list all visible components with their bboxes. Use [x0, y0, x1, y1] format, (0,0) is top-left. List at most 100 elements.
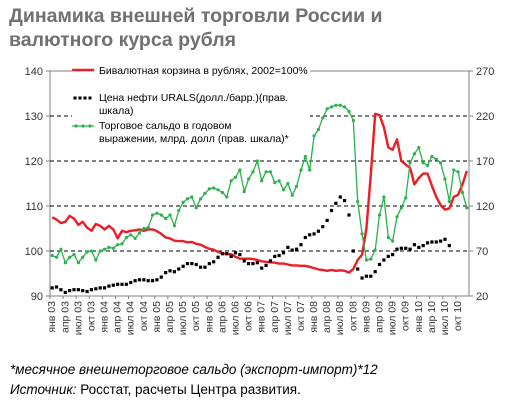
data-point	[456, 170, 460, 174]
series-line	[51, 112, 468, 274]
data-point	[308, 233, 312, 237]
x-tick-label: апр 09	[374, 301, 386, 333]
data-point	[308, 168, 312, 172]
data-point	[116, 282, 120, 286]
data-point	[242, 190, 246, 194]
data-point	[260, 266, 264, 270]
data-point	[294, 247, 299, 251]
data-point	[325, 218, 329, 222]
data-point	[364, 258, 369, 262]
data-point	[312, 232, 316, 236]
data-point	[81, 255, 85, 259]
data-point	[447, 244, 451, 248]
data-point	[273, 254, 277, 258]
series-3	[50, 103, 469, 265]
data-point	[360, 232, 364, 236]
data-point	[185, 197, 190, 201]
data-point	[94, 258, 98, 262]
data-point	[155, 211, 159, 215]
data-point	[246, 177, 251, 181]
data-point	[268, 170, 273, 174]
data-point	[277, 253, 281, 258]
data-point	[220, 252, 225, 256]
data-point	[59, 247, 63, 251]
data-point	[391, 239, 395, 243]
data-point	[54, 285, 59, 289]
legend-swatch-dot	[83, 96, 87, 100]
x-tick-label: апр 06	[216, 301, 228, 333]
legend-label: Цена нефти URALS(долл./барр.)(прав.	[99, 92, 288, 104]
data-point	[172, 224, 176, 228]
data-point	[85, 289, 89, 294]
data-point	[329, 208, 334, 213]
data-point	[194, 262, 198, 267]
data-point	[85, 250, 89, 254]
y-left-tick-label: 100	[25, 246, 43, 258]
data-point	[404, 246, 408, 250]
data-point	[194, 206, 198, 210]
series-2	[50, 195, 451, 294]
data-point	[220, 190, 225, 195]
data-point	[246, 262, 251, 266]
data-point	[417, 145, 421, 150]
x-tick-label: окт 04	[138, 301, 150, 331]
data-point	[133, 279, 137, 283]
data-point	[81, 289, 85, 293]
y-left-tick-label: 110	[25, 201, 43, 213]
data-point	[273, 181, 277, 185]
data-point	[264, 170, 268, 174]
data-point	[190, 262, 194, 266]
data-point	[290, 193, 294, 197]
x-tick-label: янв 04	[99, 301, 111, 333]
data-point	[356, 199, 360, 204]
data-point	[439, 161, 443, 165]
data-point	[408, 161, 412, 165]
data-point	[290, 248, 294, 252]
data-point	[373, 270, 377, 274]
data-point	[142, 226, 146, 231]
data-point	[124, 235, 128, 240]
data-point	[137, 278, 142, 282]
data-point	[225, 252, 229, 256]
x-tick-label: апр 10	[426, 301, 438, 333]
data-point	[356, 267, 360, 271]
data-point	[443, 177, 447, 181]
data-point	[303, 154, 307, 159]
data-point	[203, 265, 207, 269]
data-point	[351, 118, 355, 123]
data-point	[120, 242, 124, 246]
chart-title-line-1: Динамика внешней торговли России и	[9, 5, 383, 27]
data-point	[251, 262, 255, 266]
data-point	[233, 251, 238, 255]
y-left-tick-label: 120	[25, 156, 43, 168]
data-point	[334, 201, 338, 205]
data-point	[281, 188, 286, 192]
legend-swatch-dot	[88, 96, 92, 100]
data-point	[116, 243, 120, 247]
y-left-tick-label: 90	[31, 291, 43, 303]
x-tick-label: июл 08	[334, 301, 346, 335]
data-point	[50, 253, 54, 258]
data-point	[111, 246, 115, 250]
data-point	[137, 231, 142, 235]
x-tick-label: окт 05	[190, 301, 202, 331]
x-tick-label: апр 04	[112, 301, 124, 333]
data-point	[303, 235, 307, 240]
data-point	[150, 213, 155, 217]
data-point	[369, 257, 373, 261]
data-point	[68, 289, 72, 293]
data-point	[321, 225, 325, 229]
data-point	[59, 288, 63, 292]
data-point	[325, 107, 329, 111]
data-point	[430, 154, 434, 159]
legend-swatch-dot	[78, 96, 82, 100]
legend-swatch-dot	[74, 124, 78, 128]
data-point	[177, 267, 181, 271]
data-point	[364, 274, 369, 278]
data-point	[164, 217, 168, 221]
y-right-tick-label: 120	[476, 201, 494, 213]
data-point	[63, 290, 67, 294]
x-tick-label: янв 08	[308, 301, 320, 333]
data-point	[255, 261, 259, 265]
